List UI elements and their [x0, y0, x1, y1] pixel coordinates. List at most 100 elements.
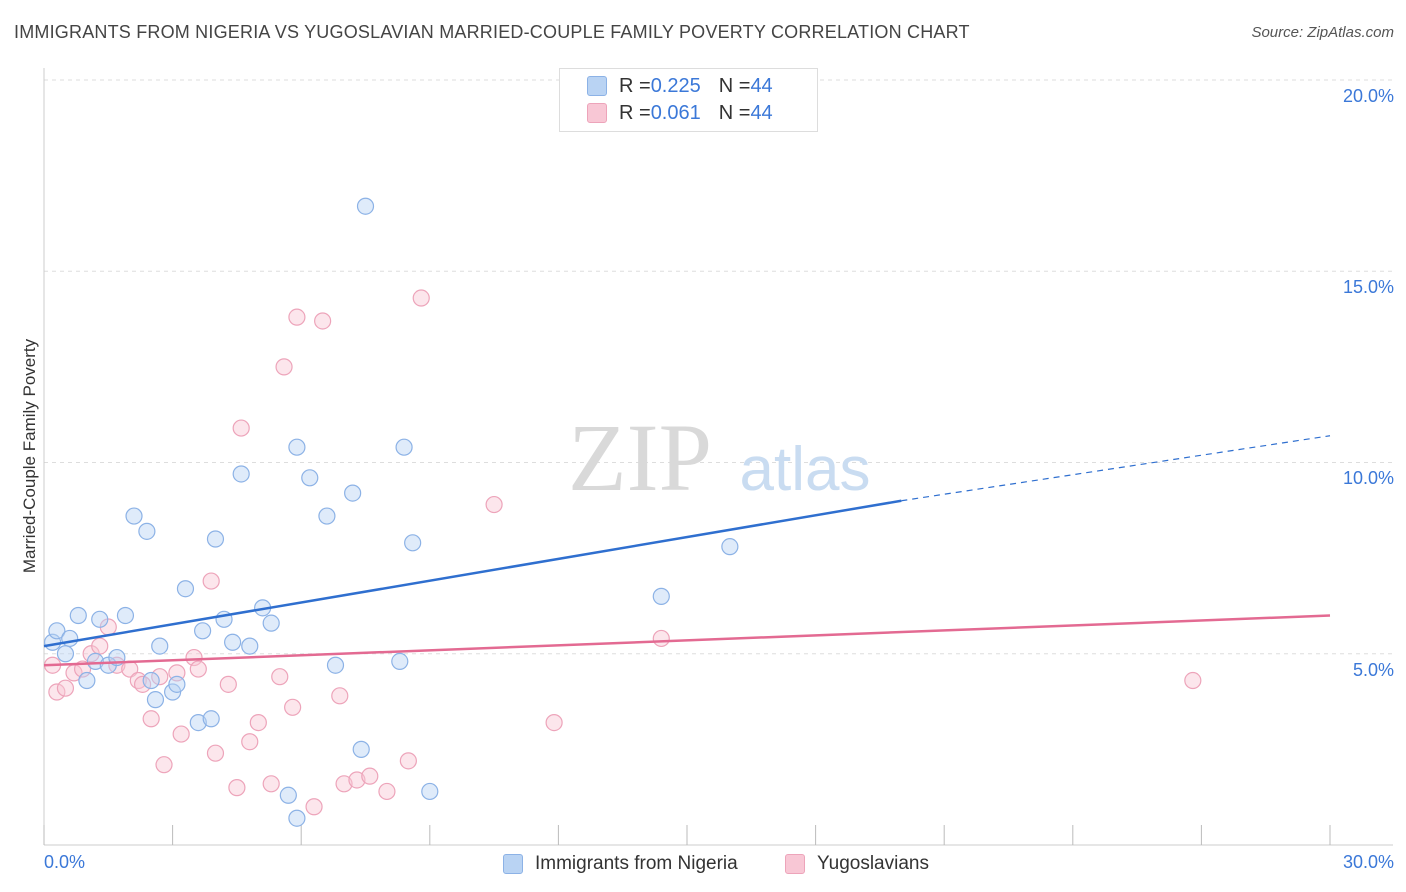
- nigeria-point: [56, 645, 75, 663]
- nigeria-point: [288, 809, 306, 827]
- correlation-legend: R = 0.225 N = 44 R = 0.061 N = 44: [559, 68, 818, 132]
- nigeria-point: [206, 530, 225, 548]
- yugoslavians-point: [232, 419, 250, 437]
- yugoslavians-swatch: [587, 103, 607, 123]
- nigeria-point: [48, 622, 66, 640]
- y-tick-label-15: 15.0%: [1342, 277, 1394, 297]
- nigeria-point: [279, 786, 297, 804]
- legend-n-value: 44: [750, 74, 773, 97]
- nigeria-swatch: [587, 76, 607, 96]
- nigeria-point: [78, 671, 96, 690]
- watermark-atlas: atlas: [740, 435, 871, 504]
- yugoslavians-point: [142, 710, 160, 728]
- yugoslavians-point: [155, 756, 173, 774]
- yugoslavians-point: [219, 675, 237, 693]
- y-tick-label-10: 10.0%: [1342, 468, 1394, 488]
- yugoslavians-point: [91, 637, 109, 655]
- yugoslavians-point: [652, 629, 670, 648]
- yugoslavians-point: [361, 767, 379, 785]
- nigeria-trend-extension: [901, 435, 1331, 502]
- yugoslavians-point: [228, 779, 246, 797]
- nigeria-point: [391, 652, 409, 671]
- nigeria-point: [721, 538, 739, 556]
- yugoslavians-point: [1184, 671, 1202, 690]
- nigeria-points: [43, 197, 739, 827]
- nigeria-point: [69, 606, 87, 625]
- yugoslavians-point: [545, 713, 563, 732]
- yugoslavians-point: [399, 752, 417, 770]
- nigeria-point: [146, 691, 165, 709]
- source-label: Source: ZipAtlas.com: [1251, 24, 1394, 41]
- yugoslavians-point: [202, 572, 220, 590]
- legend-row-nigeria: R = 0.225 N = 44: [587, 73, 773, 99]
- nigeria-point: [404, 534, 422, 552]
- nigeria-swatch: [503, 854, 523, 874]
- legend-n-value: 44: [750, 101, 773, 124]
- legend-r-label: R =: [619, 74, 651, 97]
- nigeria-point: [116, 606, 135, 625]
- nigeria-point: [194, 622, 212, 640]
- yugoslavians-point: [271, 668, 289, 686]
- yugoslavians-point: [378, 782, 396, 801]
- nigeria-point: [301, 469, 319, 487]
- yugoslavians-point: [305, 798, 323, 816]
- yugoslavians-point: [485, 495, 503, 514]
- nigeria-point: [232, 465, 250, 483]
- chart-title: IMMIGRANTS FROM NIGERIA VS YUGOSLAVIAN M…: [14, 22, 970, 42]
- legend-r-value: 0.225: [650, 74, 701, 97]
- trend-lines: [43, 435, 1331, 667]
- nigeria-point: [262, 614, 280, 632]
- nigeria-point: [288, 438, 306, 456]
- nigeria-point: [168, 675, 186, 693]
- yugoslavians-point: [331, 687, 349, 705]
- nigeria-point: [344, 484, 362, 502]
- nigeria-point: [86, 652, 105, 671]
- yugoslavians-point: [48, 683, 66, 701]
- legend-item-nigeria: Immigrants from Nigeria: [503, 852, 738, 876]
- yugoslavians-point: [151, 668, 169, 686]
- nigeria-point: [176, 580, 195, 598]
- nigeria-point: [151, 637, 169, 655]
- yugoslavians-point: [284, 698, 302, 716]
- nigeria-point: [224, 633, 242, 651]
- nigeria-point: [318, 507, 336, 525]
- nigeria-point: [356, 197, 375, 215]
- yugoslavians-point: [172, 725, 190, 743]
- x-tick-label-max: 30.0%: [1342, 852, 1394, 872]
- nigeria-point: [142, 671, 160, 690]
- nigeria-point: [421, 782, 439, 801]
- yugoslavians-point: [314, 312, 332, 330]
- legend-item-yugoslavians: Yugoslavians: [785, 852, 929, 876]
- nigeria-point: [395, 438, 413, 456]
- legend-r-value: 0.061: [650, 101, 701, 124]
- nigeria-point: [652, 587, 670, 605]
- yugoslavians-point: [133, 675, 152, 693]
- nigeria-point: [91, 610, 109, 628]
- yugoslavians-swatch: [785, 854, 805, 874]
- x-tick-label-min: 0.0%: [44, 852, 86, 872]
- nigeria-point: [241, 637, 259, 655]
- y-axis-label: Married-Couple Family Poverty: [20, 338, 39, 574]
- nigeria-point: [138, 522, 156, 540]
- nigeria-point: [125, 507, 143, 525]
- legend-label-nigeria: Immigrants from Nigeria: [535, 853, 738, 874]
- gridlines: [44, 79, 1393, 655]
- watermark-zip: ZIP: [568, 404, 712, 511]
- y-tick-label-5: 5.0%: [1352, 660, 1394, 680]
- nigeria-point: [326, 656, 345, 674]
- legend-r-label: R =: [619, 101, 651, 124]
- yugoslavians-point: [348, 771, 366, 789]
- yugoslavians-point: [262, 775, 280, 793]
- nigeria-point: [202, 710, 220, 728]
- yugoslavians-point: [288, 308, 306, 326]
- legend-row-yugoslavians: R = 0.061 N = 44: [587, 100, 773, 126]
- legend-n-label: N =: [718, 101, 751, 124]
- nigeria-point: [189, 713, 207, 732]
- yugoslavians-point: [241, 733, 259, 751]
- yugoslavians-point: [275, 358, 293, 376]
- legend-n-label: N =: [718, 74, 751, 97]
- nigeria-point: [352, 740, 370, 758]
- yugoslavians-point: [412, 289, 430, 307]
- yugoslavians-points: [43, 289, 1202, 816]
